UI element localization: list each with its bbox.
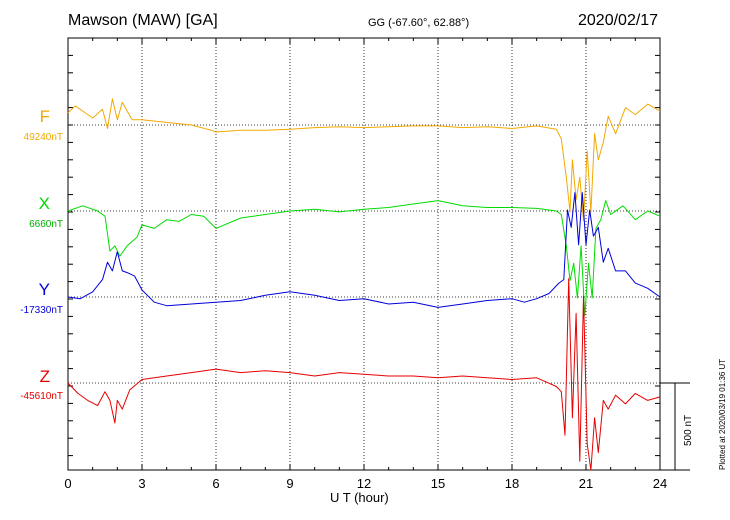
series-label-f: F [39,107,50,126]
x-tick-label: 12 [357,476,371,491]
series-label-x: X [38,194,50,213]
baseline-label-f: 49240nT [23,132,63,143]
x-tick-label: 15 [431,476,445,491]
x-tick-label: 0 [64,476,71,491]
series-line-z [67,278,661,471]
series-line-x [67,200,661,316]
scale-bar-label: 500 nT [683,414,694,446]
baseline-label-x: 6660nT [29,219,63,230]
plotted-timestamp: Plotted at 2020/03/19 01:36 UT [718,358,727,470]
coordinates-label: GG (-67.60°, 62.88°) [368,17,470,29]
baseline-label-z: -45610nT [20,391,63,402]
x-tick-label: 18 [505,476,519,491]
scale-bar [660,382,690,471]
x-tick-label: 9 [286,476,293,491]
series-label-y: Y [38,280,50,299]
station-title: Mawson (MAW) [GA] [68,12,218,29]
baseline-label-y: -17330nT [20,305,63,316]
x-axis-ticks: 0 3 6 9 12 15 18 21 24 [64,37,667,491]
series-line-f [67,98,661,222]
x-tick-label: 6 [212,476,219,491]
x-axis-label: U T (hour) [330,490,389,505]
x-tick-label: 21 [579,476,593,491]
x-tick-label: 24 [653,476,667,491]
series-traces [67,98,661,471]
grid-lines [141,38,587,470]
x-tick-label: 3 [138,476,145,491]
series-label-z: Z [39,367,50,386]
date-label: 2020/02/17 [578,12,659,29]
series-line-y [67,192,661,308]
